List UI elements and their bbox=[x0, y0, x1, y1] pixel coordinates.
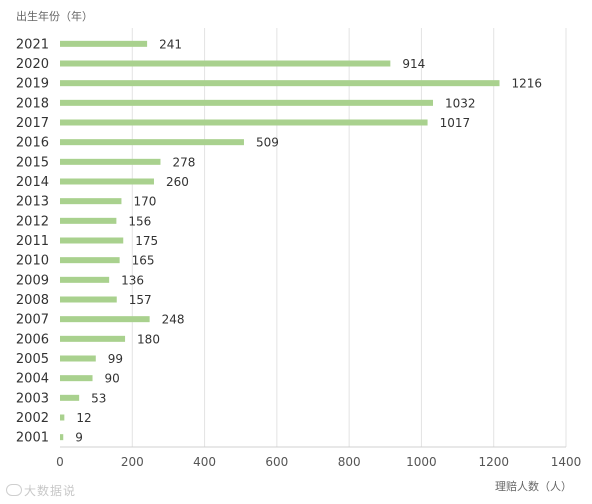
y-tick-label: 2014 bbox=[16, 175, 49, 190]
data-label: 180 bbox=[137, 332, 160, 346]
x-axis-title: 理赔人数（人） bbox=[495, 480, 572, 493]
x-tick-label: 1400 bbox=[551, 455, 582, 469]
watermark-text: 大数据说 bbox=[24, 484, 77, 498]
y-tick-label: 2006 bbox=[16, 332, 49, 347]
data-label: 914 bbox=[402, 57, 425, 71]
data-label: 175 bbox=[135, 234, 158, 248]
bar bbox=[60, 99, 433, 106]
data-label: 136 bbox=[121, 273, 144, 287]
data-label: 1216 bbox=[511, 77, 542, 91]
y-tick-label: 2012 bbox=[16, 214, 49, 229]
bar bbox=[60, 434, 64, 441]
y-tick-label: 2018 bbox=[16, 96, 49, 111]
y-tick-label: 2003 bbox=[16, 391, 49, 406]
data-label: 241 bbox=[159, 37, 182, 51]
bar bbox=[60, 355, 96, 362]
y-tick-label: 2010 bbox=[16, 254, 49, 269]
data-label: 278 bbox=[172, 155, 195, 169]
bar bbox=[60, 217, 117, 224]
data-label: 248 bbox=[162, 313, 185, 327]
x-tick-label: 200 bbox=[121, 455, 144, 469]
y-axis-title: 出生年份（年） bbox=[16, 10, 93, 23]
bar bbox=[60, 414, 65, 421]
y-tick-label: 2016 bbox=[16, 136, 49, 151]
bar bbox=[60, 394, 80, 401]
y-tick-label: 2009 bbox=[16, 273, 49, 288]
data-label: 99 bbox=[108, 352, 123, 366]
bar bbox=[60, 237, 124, 244]
bar bbox=[60, 119, 428, 126]
y-tick-label: 2007 bbox=[16, 313, 49, 328]
data-label: 90 bbox=[105, 372, 120, 386]
bar bbox=[60, 257, 120, 264]
x-tick-label: 0 bbox=[56, 455, 64, 469]
data-label: 509 bbox=[256, 136, 279, 150]
bar bbox=[60, 40, 148, 47]
data-label: 156 bbox=[128, 214, 151, 228]
data-label: 1032 bbox=[445, 96, 476, 110]
x-tick-label: 1000 bbox=[406, 455, 437, 469]
watermark: 大数据说 bbox=[6, 482, 76, 499]
watermark-logo-icon bbox=[6, 484, 22, 496]
x-tick-label: 600 bbox=[265, 455, 288, 469]
data-label: 170 bbox=[133, 195, 156, 209]
bar bbox=[60, 158, 161, 165]
bar bbox=[60, 198, 122, 205]
data-label: 53 bbox=[91, 391, 106, 405]
y-tick-label: 2021 bbox=[16, 37, 49, 52]
y-tick-label: 2017 bbox=[16, 116, 49, 131]
bar bbox=[60, 276, 110, 283]
y-tick-label: 2011 bbox=[16, 234, 49, 249]
bar bbox=[60, 316, 150, 323]
y-tick-label: 2013 bbox=[16, 195, 49, 210]
x-tick-label: 1200 bbox=[478, 455, 509, 469]
data-label: 1017 bbox=[440, 116, 471, 130]
bar bbox=[60, 60, 391, 67]
data-label: 260 bbox=[166, 175, 189, 189]
data-label: 9 bbox=[75, 431, 83, 445]
y-tick-label: 2015 bbox=[16, 155, 49, 170]
x-tick-label: 800 bbox=[338, 455, 361, 469]
data-label: 12 bbox=[76, 411, 91, 425]
bar bbox=[60, 335, 126, 342]
y-tick-label: 2001 bbox=[16, 431, 49, 446]
bar bbox=[60, 80, 500, 87]
data-label: 157 bbox=[129, 293, 152, 307]
y-tick-label: 2004 bbox=[16, 372, 49, 387]
y-tick-label: 2008 bbox=[16, 293, 49, 308]
y-tick-label: 2005 bbox=[16, 352, 49, 367]
data-label: 165 bbox=[132, 254, 155, 268]
y-tick-label: 2020 bbox=[16, 57, 49, 72]
bar bbox=[60, 178, 154, 185]
bar bbox=[60, 296, 117, 303]
y-tick-label: 2019 bbox=[16, 77, 49, 92]
bar bbox=[60, 139, 244, 146]
bar bbox=[60, 375, 93, 382]
x-tick-label: 400 bbox=[193, 455, 216, 469]
y-tick-label: 2002 bbox=[16, 411, 49, 426]
